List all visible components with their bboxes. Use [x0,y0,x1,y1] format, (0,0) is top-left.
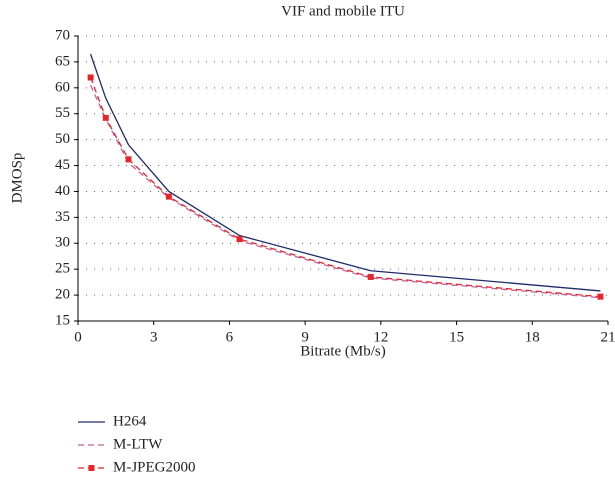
x-tick-label: 21 [601,329,615,345]
y-tick-label: 70 [55,27,70,43]
y-tick-label: 65 [55,53,70,69]
marker [597,293,604,300]
y-tick-label: 30 [55,235,70,251]
y-tick-label: 55 [55,105,70,121]
y-tick-label: 35 [55,209,70,225]
x-tick-label: 18 [525,329,540,345]
legend-label: H264 [113,413,147,429]
x-tick-label: 9 [301,329,309,345]
x-tick-label: 0 [74,329,82,345]
marker [367,273,374,280]
y-tick-label: 25 [55,261,70,277]
legend-label: M-LTW [113,436,163,452]
marker [87,74,94,81]
legend-label: M-JPEG2000 [113,459,196,475]
series-line [90,53,601,292]
y-tick-label: 15 [55,312,70,328]
y-axis-label: DMOSp [9,153,25,204]
x-tick-label: 12 [373,329,388,345]
y-tick-label: 40 [55,183,70,199]
marker [165,193,172,200]
x-tick-label: 15 [449,329,464,345]
series-line [90,84,601,299]
marker [236,236,243,243]
marker [125,156,132,163]
chart-title: VIF and mobile ITU [281,3,405,19]
y-tick-label: 45 [55,157,70,173]
x-tick-label: 6 [226,329,234,345]
marker [102,114,109,121]
y-tick-label: 20 [55,287,70,303]
x-tick-label: 3 [150,329,158,345]
y-tick-label: 60 [55,79,70,95]
x-axis-label: Bitrate (Mb/s) [300,343,385,359]
y-tick-label: 50 [55,131,70,147]
legend-marker [88,465,95,471]
